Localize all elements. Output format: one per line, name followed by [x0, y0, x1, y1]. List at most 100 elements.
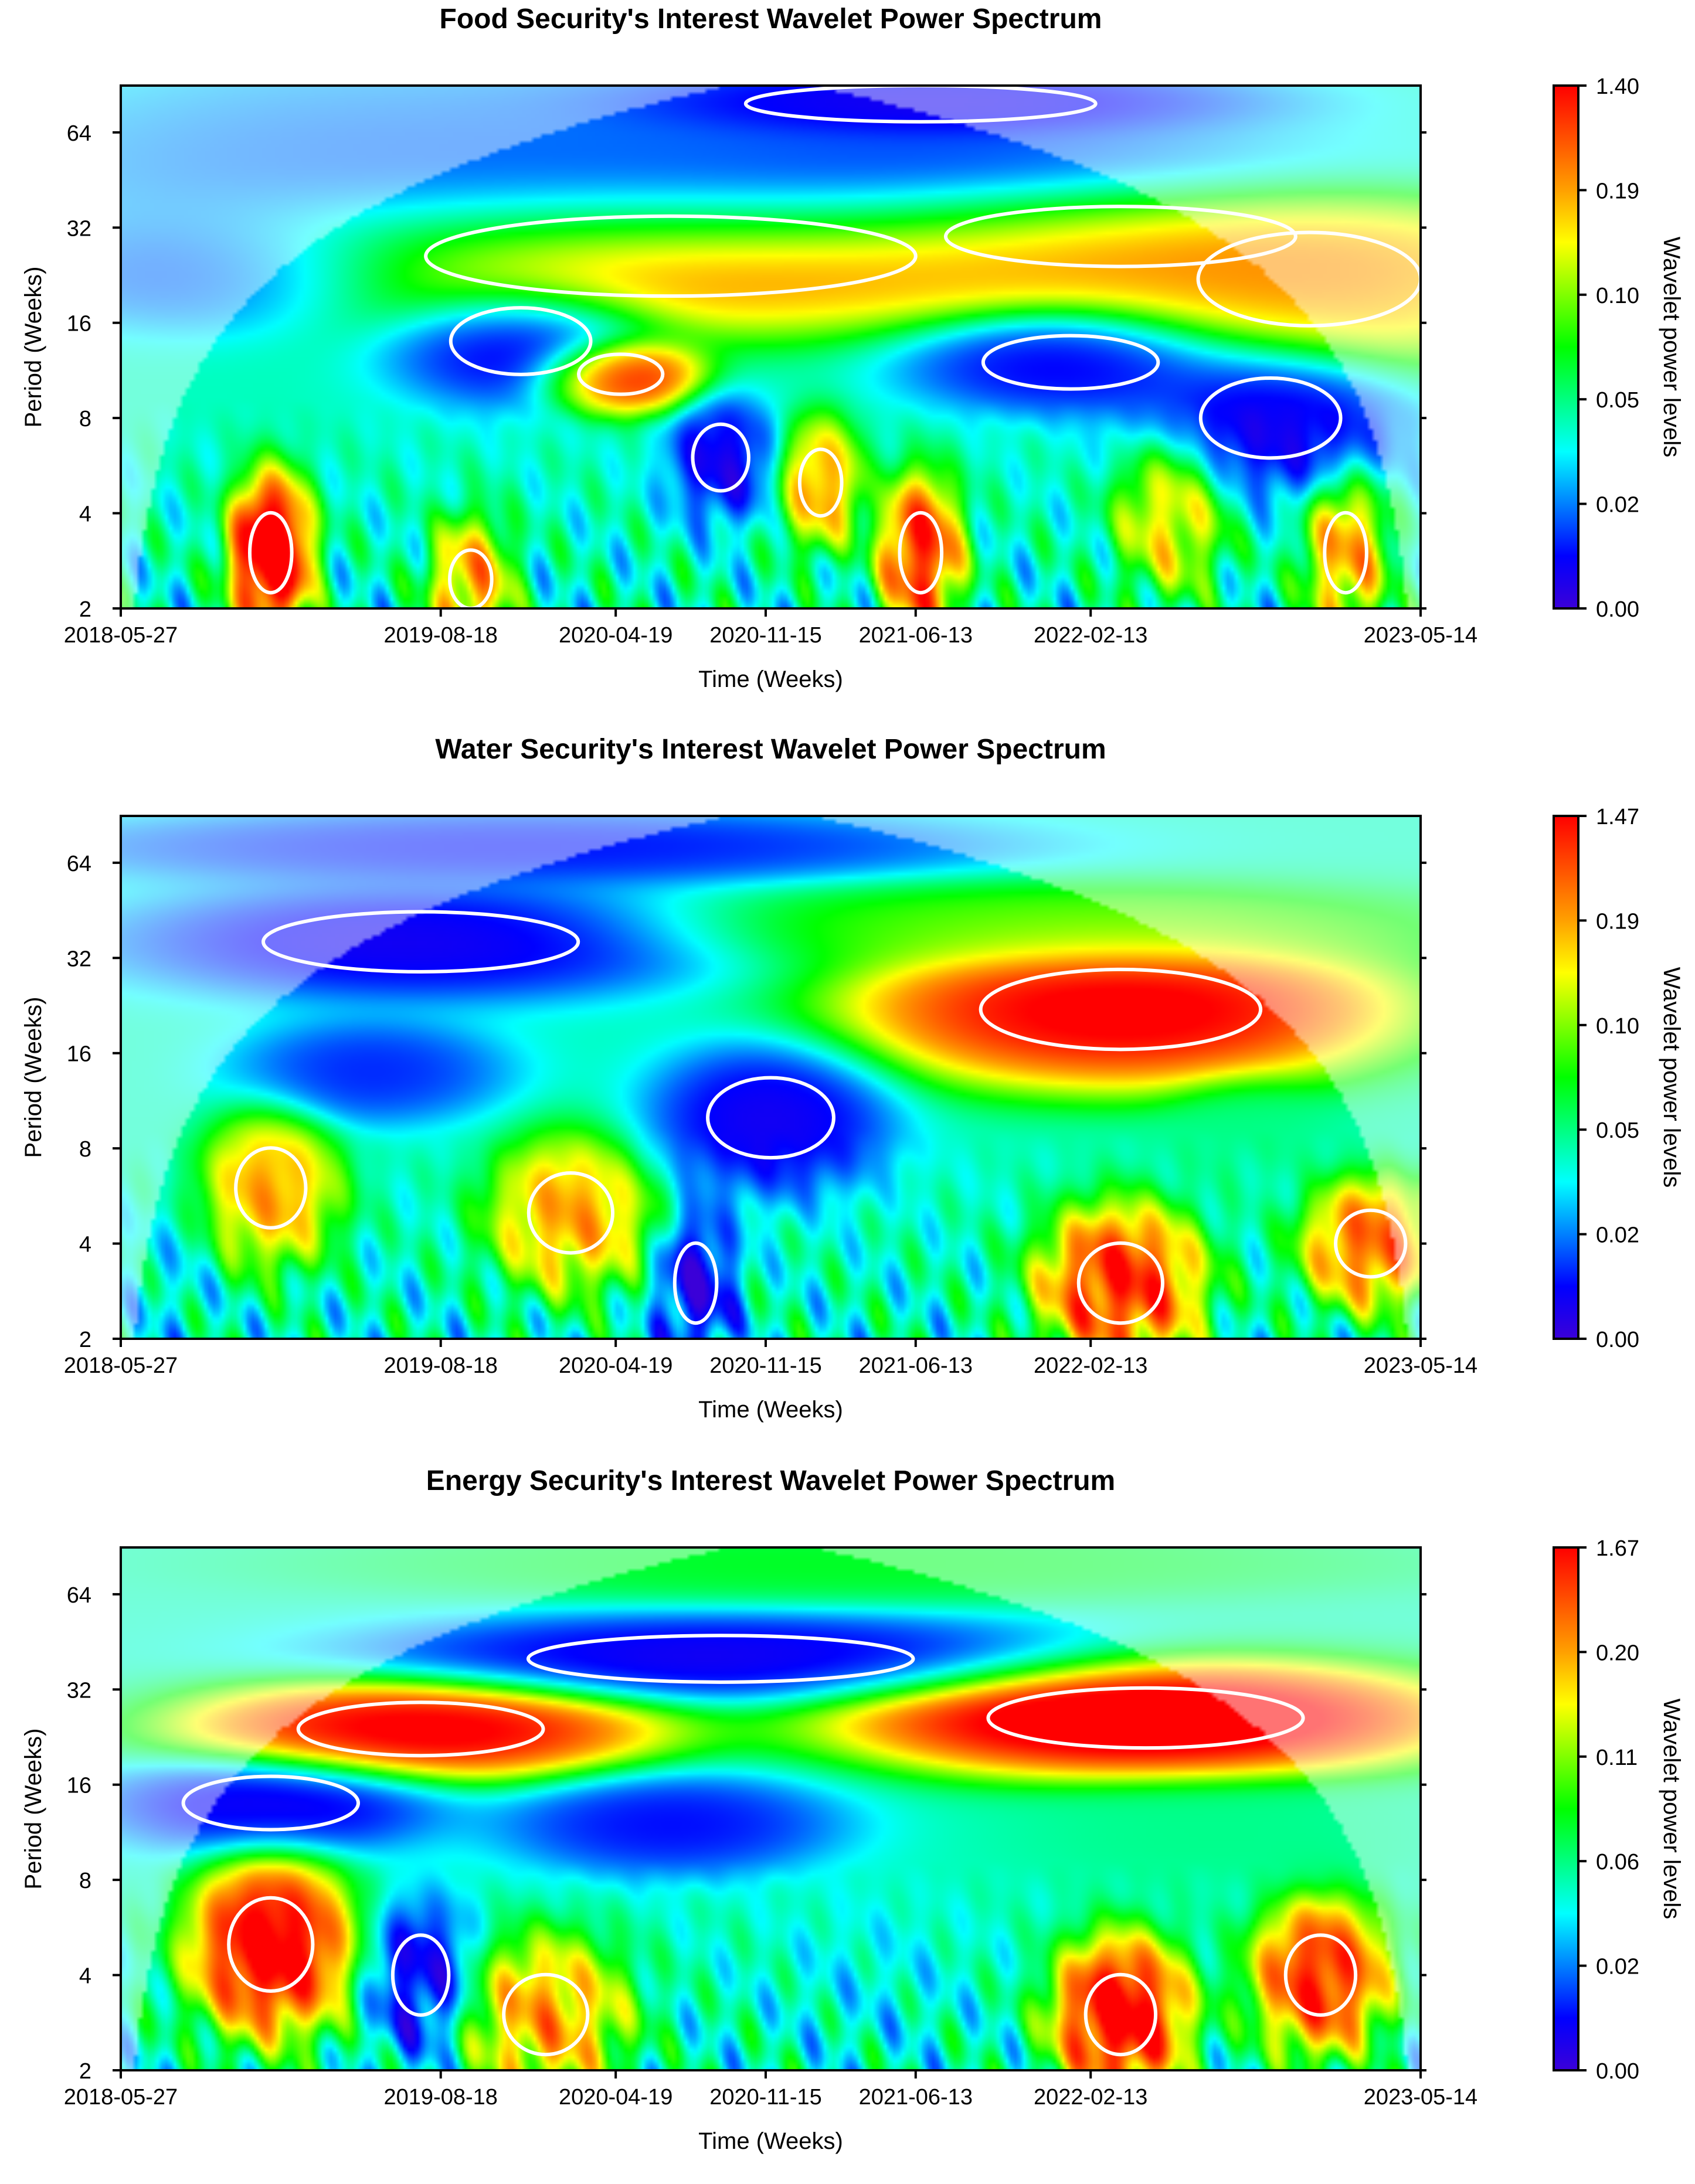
- y-axis-label: Period (Weeks): [21, 997, 46, 1158]
- y-tick-label: 8: [79, 1137, 91, 1162]
- x-tick-label: 2022-02-13: [1034, 1353, 1147, 1378]
- significance-contour: [1323, 511, 1368, 595]
- colorbar: [1553, 1546, 1579, 2071]
- plot-frame: [120, 1546, 1422, 2071]
- panel-1: Food Security's Interest Wavelet Power S…: [21, 4, 1684, 692]
- significance-contour: [181, 1774, 361, 1832]
- y-tick-label: 64: [67, 121, 91, 146]
- y-tick-label: 2: [79, 1328, 91, 1352]
- significance-contour: [502, 1972, 590, 2057]
- colorbar-tick-label: 0.11: [1596, 1746, 1638, 1770]
- y-tick-label: 32: [67, 1678, 91, 1703]
- x-tick-label: 2020-04-19: [559, 623, 672, 648]
- colorbar-tick-label: 0.20: [1596, 1641, 1639, 1665]
- significance-contour: [247, 511, 294, 595]
- significance-contour: [797, 447, 844, 518]
- x-tick-label: 2022-02-13: [1034, 623, 1147, 648]
- x-tick-label: 2023-05-14: [1364, 1353, 1477, 1378]
- colorbar-tick-label: 0.02: [1596, 493, 1639, 518]
- colorbar-tick-label: 1.67: [1596, 1536, 1639, 1561]
- y-tick-label: 8: [79, 407, 91, 431]
- x-tick-label: 2020-11-15: [709, 2085, 822, 2110]
- y-tick-label: 2: [79, 2059, 91, 2084]
- significance-contour: [227, 1896, 315, 1993]
- significance-contour: [943, 205, 1297, 268]
- x-tick-label: 2020-04-19: [559, 1353, 672, 1378]
- colorbar-tick-label: 0.05: [1596, 1118, 1639, 1143]
- y-tick-label: 4: [79, 1233, 91, 1257]
- significance-contour: [577, 352, 665, 396]
- y-tick-label: 64: [67, 852, 91, 876]
- plot-frame: [120, 815, 1422, 1340]
- y-tick-label: 4: [79, 502, 91, 527]
- colorbar-tick-label: 1.40: [1596, 74, 1639, 99]
- colorbar-tick-label: 0.00: [1596, 597, 1639, 622]
- wavelet-power-heatmap: [121, 86, 1421, 608]
- y-axis-label: Period (Weeks): [21, 267, 46, 428]
- colorbar-tick-label: 0.06: [1596, 1850, 1639, 1875]
- colorbar-tick-label: 1.47: [1596, 805, 1639, 829]
- colorbar-tick-label: 0.02: [1596, 1955, 1639, 1979]
- x-tick-label: 2019-08-18: [384, 1353, 498, 1378]
- significance-contour: [1198, 376, 1343, 460]
- colorbar: [1553, 815, 1579, 1340]
- x-tick-label: 2020-04-19: [559, 2085, 672, 2110]
- panel-2: Water Security's Interest Wavelet Power …: [21, 734, 1684, 1423]
- x-tick-label: 2019-08-18: [384, 623, 498, 648]
- significance-contour: [706, 1076, 835, 1160]
- colorbar-label: Wavelet power levels: [1659, 237, 1684, 457]
- x-tick-label: 2021-06-13: [859, 1353, 973, 1378]
- x-tick-label: 2020-11-15: [709, 623, 822, 648]
- y-tick-label: 8: [79, 1869, 91, 1893]
- colorbar-tick-label: 0.05: [1596, 388, 1639, 413]
- significance-contour: [1283, 1933, 1358, 2017]
- colorbar-label: Wavelet power levels: [1659, 1699, 1684, 1919]
- significance-contour: [981, 334, 1160, 391]
- colorbar-tick-label: 0.00: [1596, 2059, 1639, 2084]
- chart-title: Water Security's Interest Wavelet Power …: [435, 734, 1106, 765]
- significance-contour: [526, 1171, 615, 1255]
- x-tick-label: 2021-06-13: [859, 623, 973, 648]
- y-tick-label: 32: [67, 216, 91, 241]
- colorbar-tick-label: 0.02: [1596, 1223, 1639, 1248]
- significance-contour: [691, 422, 750, 493]
- plot-frame: [120, 84, 1422, 610]
- colorbar-tick-label: 0.00: [1596, 1328, 1639, 1352]
- significance-contour: [672, 1241, 719, 1325]
- x-tick-label: 2022-02-13: [1034, 2085, 1147, 2110]
- y-tick-label: 32: [67, 947, 91, 971]
- significance-contour: [986, 1686, 1305, 1750]
- x-axis-label: Time (Weeks): [698, 1397, 843, 1423]
- significance-contour: [261, 910, 580, 974]
- x-tick-label: 2020-11-15: [709, 1353, 822, 1378]
- panel-3: Energy Security's Interest Wavelet Power…: [21, 1465, 1684, 2154]
- significance-contour: [898, 511, 944, 595]
- wavelet-power-heatmap: [121, 1547, 1421, 2070]
- colorbar-tick-label: 0.10: [1596, 284, 1639, 308]
- significance-contour: [390, 1933, 451, 2017]
- x-tick-label: 2018-05-27: [64, 2085, 178, 2110]
- x-tick-label: 2021-06-13: [859, 2085, 973, 2110]
- y-tick-label: 2: [79, 597, 91, 622]
- x-tick-label: 2018-05-27: [64, 1353, 178, 1378]
- y-tick-label: 4: [79, 1964, 91, 1989]
- colorbar-tick-label: 0.10: [1596, 1014, 1639, 1039]
- colorbar-label: Wavelet power levels: [1659, 967, 1684, 1188]
- significance-contour: [296, 1700, 545, 1758]
- significance-contour: [424, 214, 918, 298]
- colorbar-tick-label: 0.19: [1596, 179, 1639, 203]
- significance-contour: [1334, 1208, 1408, 1279]
- y-axis-label: Period (Weeks): [21, 1729, 46, 1890]
- significance-contour: [1083, 1972, 1158, 2057]
- significance-contour: [979, 967, 1263, 1052]
- x-tick-label: 2023-05-14: [1364, 623, 1477, 648]
- y-tick-label: 16: [67, 312, 91, 336]
- y-tick-label: 16: [67, 1042, 91, 1067]
- y-tick-label: 16: [67, 1774, 91, 1798]
- x-axis-label: Time (Weeks): [698, 666, 843, 692]
- x-axis-label: Time (Weeks): [698, 2128, 843, 2154]
- x-tick-label: 2019-08-18: [384, 2085, 498, 2110]
- significance-contour: [1076, 1241, 1165, 1325]
